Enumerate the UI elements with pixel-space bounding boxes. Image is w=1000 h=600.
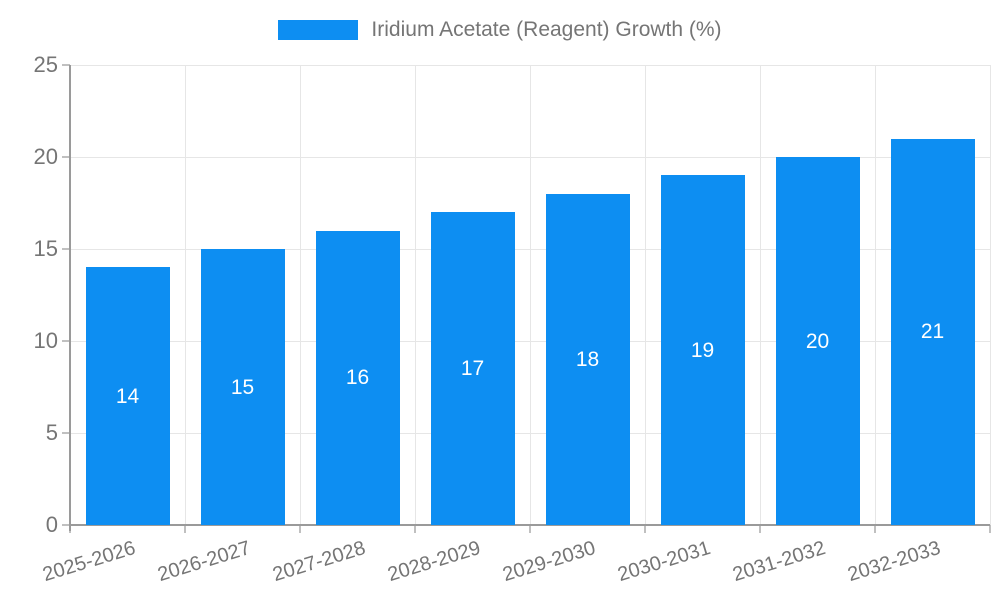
x-axis-tick-label: 2031-2032 [730,537,828,587]
bar-value-label: 15 [230,375,255,399]
bar-value-label: 19 [690,338,715,362]
y-axis-tick-label: 0 [45,512,58,537]
bar-value-label: 21 [920,320,945,344]
x-axis-tick-label: 2029-2030 [500,537,598,587]
chart-legend: Iridium Acetate (Reagent) Growth (%) [0,18,1000,42]
x-axis-tick-label: 2026-2027 [155,537,253,587]
y-axis-tick [62,340,70,342]
x-axis-tick [299,525,301,533]
x-gridline [299,65,301,525]
x-axis-tick [184,525,186,533]
bar[interactable]: 19 [660,175,745,525]
x-gridline [759,65,761,525]
y-axis-tick [62,64,70,66]
x-axis-tick-label: 2027-2028 [270,537,368,587]
x-gridline [874,65,876,525]
x-gridline [184,65,186,525]
x-axis-tick-label: 2030-2031 [615,537,713,587]
y-axis-tick [62,248,70,250]
x-axis-tick [874,525,876,533]
x-axis-tick [414,525,416,533]
bar-value-label: 20 [805,329,830,353]
legend-swatch[interactable] [278,20,359,40]
x-axis-tick [529,525,531,533]
bar-value-label: 16 [345,366,370,390]
y-axis-tick [62,524,70,526]
bar[interactable]: 21 [890,138,975,525]
x-axis-tick [759,525,761,533]
bar[interactable]: 20 [775,157,860,525]
x-axis-tick [644,525,646,533]
x-gridline [644,65,646,525]
y-axis-tick [62,432,70,434]
x-axis-tick-label: 2028-2029 [385,537,483,587]
x-gridline [414,65,416,525]
y-axis-tick-label: 15 [33,236,58,261]
y-axis-tick-label: 25 [33,52,58,77]
y-axis-tick-label: 5 [45,420,58,445]
bar-value-label: 14 [115,384,140,408]
bar[interactable]: 14 [85,267,170,525]
y-axis-line [69,65,71,531]
y-axis-tick-label: 10 [33,328,58,353]
bar-value-label: 18 [575,347,600,371]
bar[interactable]: 16 [315,230,400,525]
x-axis-line [70,524,990,526]
x-axis-tick-label: 2025-2026 [40,537,138,587]
bar[interactable]: 18 [545,193,630,525]
y-axis-tick-label: 20 [33,144,58,169]
bar-value-label: 17 [460,357,485,381]
x-gridline [989,65,991,525]
legend-label[interactable]: Iridium Acetate (Reagent) Growth (%) [371,18,722,41]
x-axis-tick [989,525,991,533]
x-axis-tick-label: 2032-2033 [845,537,943,587]
x-gridline [529,65,531,525]
y-axis-tick [62,156,70,158]
bar[interactable]: 15 [200,249,285,525]
bar[interactable]: 17 [430,212,515,525]
